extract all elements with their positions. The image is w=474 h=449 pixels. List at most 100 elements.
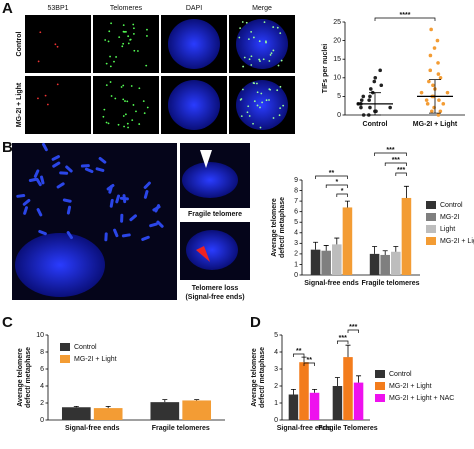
foci xyxy=(105,121,108,124)
foci xyxy=(253,82,256,85)
y-tick-label: 1 xyxy=(274,400,278,407)
foci xyxy=(110,95,113,97)
bar xyxy=(332,386,343,420)
x-tick-label: Fragile telomeres xyxy=(152,425,210,432)
dot xyxy=(438,76,443,80)
bar xyxy=(150,402,180,420)
foci xyxy=(259,126,262,129)
dot xyxy=(367,98,371,102)
column-label: Merge xyxy=(252,5,272,12)
foci xyxy=(279,32,282,35)
foci xyxy=(108,30,111,33)
foci xyxy=(242,88,244,91)
x-tick-label: Signal-free ends xyxy=(277,425,332,432)
foci xyxy=(37,97,39,100)
y-tick-label: 3 xyxy=(294,240,298,247)
y-axis-label: TIFs per nuclei xyxy=(322,44,329,93)
foci xyxy=(133,49,136,52)
inset-label: Fragile telomere xyxy=(188,211,242,218)
legend-swatch xyxy=(375,370,385,378)
foci xyxy=(105,84,108,87)
foci xyxy=(122,84,125,87)
foci xyxy=(107,122,110,125)
foci xyxy=(258,40,261,43)
foci xyxy=(117,123,120,126)
dot xyxy=(359,98,364,102)
y-tick-label: 15 xyxy=(333,56,341,63)
error-bar xyxy=(334,377,340,386)
dot xyxy=(428,53,433,58)
dot xyxy=(430,109,434,114)
y-tick-label: 8 xyxy=(294,187,298,194)
chromosome xyxy=(129,214,137,222)
error-bar xyxy=(301,356,307,363)
foci xyxy=(137,50,139,52)
foci xyxy=(265,41,267,44)
inset-label: Telomere loss xyxy=(192,285,239,292)
y-tick-label: 6 xyxy=(294,209,298,216)
y-tick-label: 8 xyxy=(40,349,44,356)
nucleus xyxy=(236,80,288,130)
foci xyxy=(127,35,130,38)
foci xyxy=(124,113,127,116)
foci xyxy=(279,107,282,110)
legend-swatch xyxy=(426,201,436,209)
error-bar xyxy=(372,246,378,254)
chromosome xyxy=(56,182,65,189)
y-tick-label: 0 xyxy=(274,417,278,424)
dot xyxy=(436,113,441,117)
legend-swatch xyxy=(60,343,70,351)
legend-swatch xyxy=(426,213,436,221)
y-tick-label: 5 xyxy=(274,332,278,339)
y-axis-label: Average telomere xyxy=(251,348,258,407)
foci xyxy=(238,36,241,39)
dot xyxy=(424,98,429,102)
y-tick-label: 5 xyxy=(337,93,341,100)
x-tick-label: Fragile telomeres xyxy=(362,280,420,287)
foci xyxy=(56,45,59,48)
nucleus xyxy=(236,19,288,69)
panel-label: A xyxy=(2,0,13,17)
chromosome xyxy=(186,230,238,270)
legend-label: Control xyxy=(389,371,412,378)
y-tick-label: 10 xyxy=(36,332,44,339)
y-tick-label: 4 xyxy=(294,230,298,237)
bar xyxy=(288,394,299,420)
sig-bracket xyxy=(315,175,348,179)
error-bar xyxy=(403,185,409,198)
dot xyxy=(428,68,433,73)
y-axis-label: Average telomere xyxy=(17,348,24,407)
foci xyxy=(122,42,125,45)
foci xyxy=(247,105,250,108)
chromosome xyxy=(62,198,72,203)
legend-label: MG-2I xyxy=(440,214,460,221)
foci xyxy=(123,30,126,33)
sig-label: *** xyxy=(339,335,347,342)
chromosome xyxy=(154,204,161,213)
foci xyxy=(276,26,279,29)
y-axis-label: defect/ metaphase xyxy=(25,347,32,408)
foci xyxy=(104,39,107,41)
bar xyxy=(380,254,390,275)
bar xyxy=(342,207,353,275)
foci xyxy=(44,94,47,97)
legend-label: Control xyxy=(440,202,463,209)
bar xyxy=(332,244,342,275)
dot xyxy=(361,94,366,99)
sig-bracket xyxy=(336,193,348,197)
foci xyxy=(126,100,129,103)
chromosome xyxy=(121,233,131,238)
error-bar xyxy=(313,241,319,250)
foci xyxy=(126,122,129,125)
error-bar xyxy=(382,250,388,255)
legend-label: MG-2I + Light xyxy=(74,356,117,363)
foci xyxy=(132,104,135,106)
micrograph xyxy=(93,15,159,73)
foci xyxy=(146,106,149,109)
foci xyxy=(118,36,121,39)
foci xyxy=(131,119,134,122)
foci xyxy=(265,40,267,43)
sig-label: *** xyxy=(392,157,400,164)
y-tick-label: 10 xyxy=(333,75,341,82)
y-tick-label: 3 xyxy=(274,366,278,373)
